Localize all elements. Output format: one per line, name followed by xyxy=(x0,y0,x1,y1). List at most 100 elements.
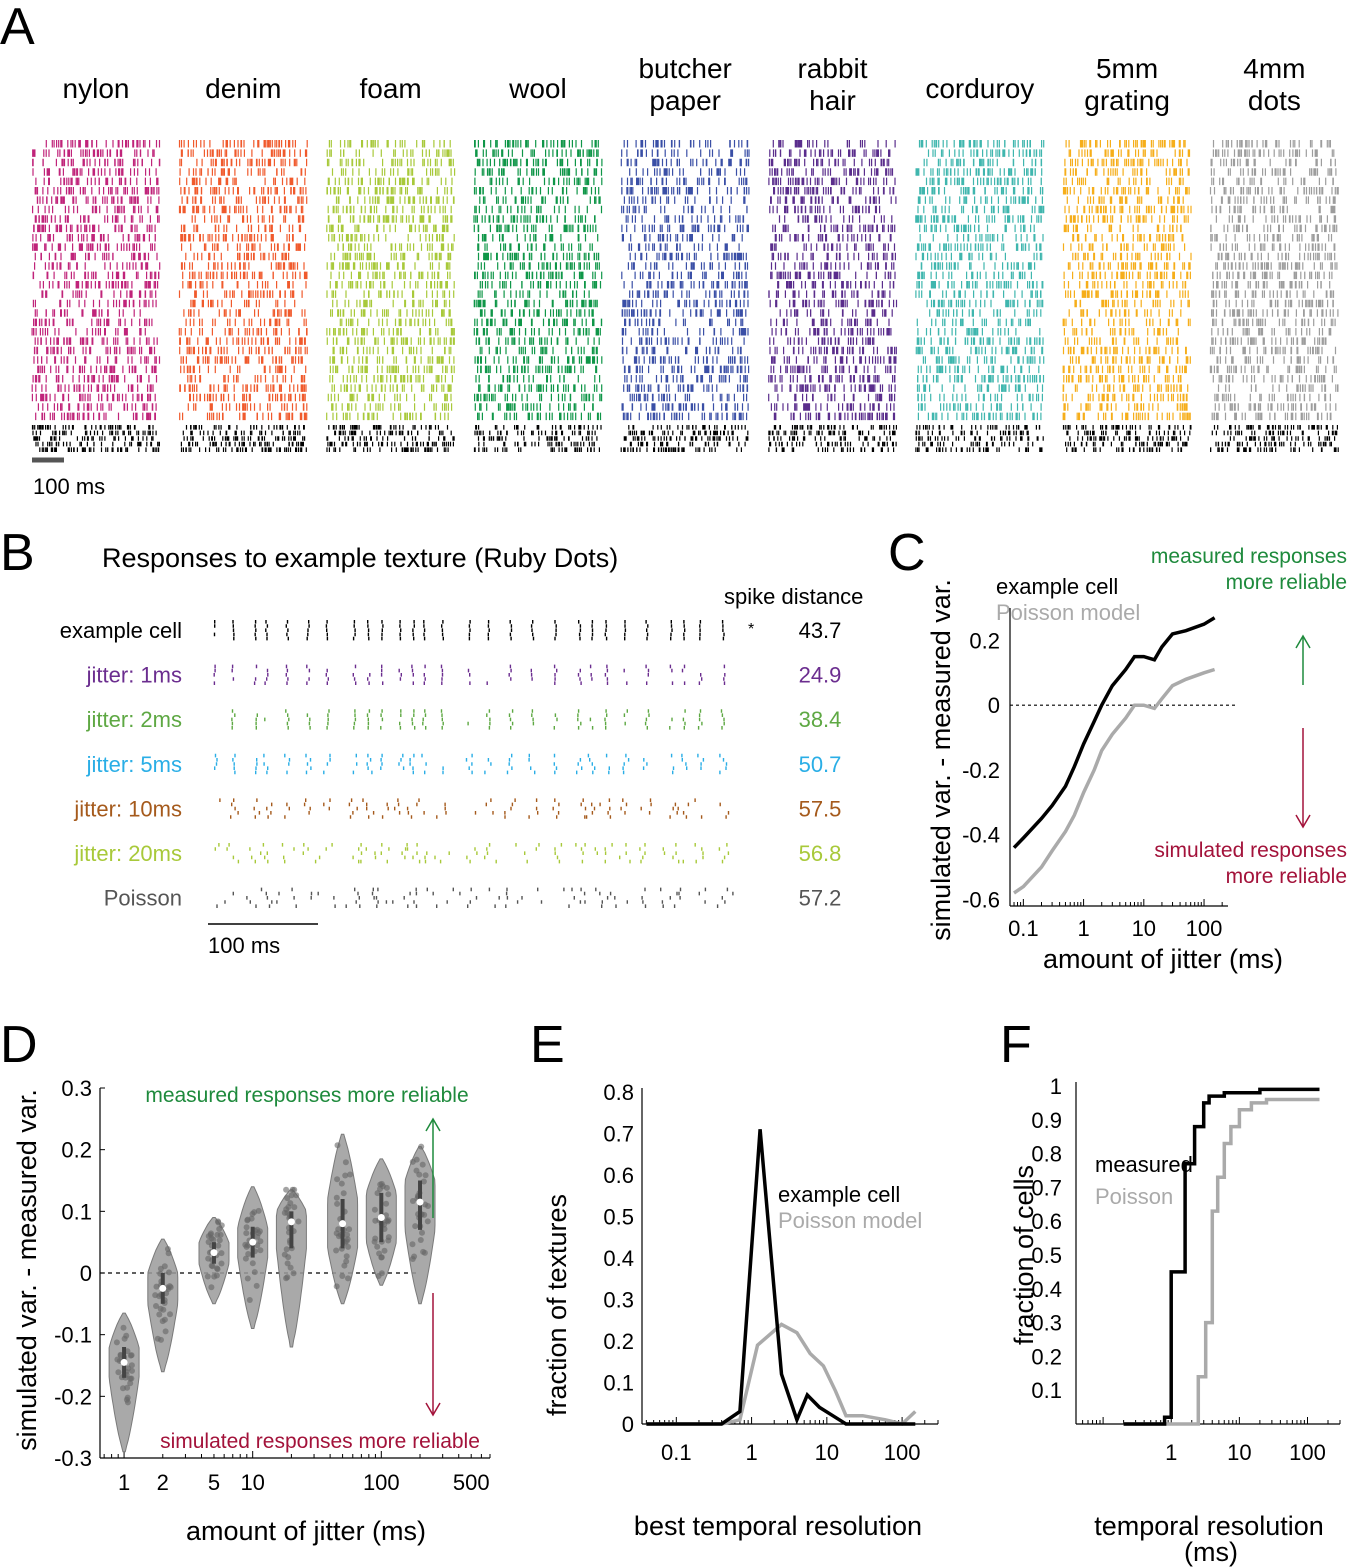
d-violin-median xyxy=(249,1238,257,1246)
measured-spikes xyxy=(768,425,897,452)
d-violin-point xyxy=(343,1253,350,1260)
panel-letter-f: F xyxy=(1000,1016,1032,1074)
jitter-row-spikes xyxy=(231,709,725,730)
panel-a-scale-bar-label: 100 ms xyxy=(33,474,105,499)
d-violin-point xyxy=(287,1200,294,1207)
c-x-tick-label: 1 xyxy=(1077,916,1089,941)
d-violin-point xyxy=(333,1194,340,1201)
d-violin-point xyxy=(378,1180,385,1187)
d-violin-point xyxy=(160,1306,167,1313)
texture-label: rabbit xyxy=(797,53,867,84)
d-violin-median xyxy=(120,1358,128,1366)
spike-distance-value: 24.9 xyxy=(799,663,842,688)
c-y-tick-label: -0.6 xyxy=(962,888,1000,913)
d-violin xyxy=(147,1238,179,1373)
d-violin-point xyxy=(121,1335,128,1342)
d-violin-point xyxy=(333,1247,340,1254)
d-violin-point xyxy=(413,1167,420,1174)
d-violin-point xyxy=(374,1243,381,1250)
texture-label: denim xyxy=(205,73,281,104)
d-violin-point xyxy=(128,1375,135,1382)
f-y-tick-label: 0.3 xyxy=(1031,1311,1062,1336)
d-violin-point xyxy=(255,1207,262,1214)
f-y-tick-label: 0.4 xyxy=(1031,1277,1062,1302)
d-violin-point xyxy=(334,1176,341,1183)
e-y-tick-label: 0.5 xyxy=(603,1205,634,1230)
d-violin-point xyxy=(216,1237,223,1244)
d-violin-point xyxy=(284,1195,291,1202)
panel-f-legend-measured: measured xyxy=(1095,1152,1193,1177)
panel-f-xlabel-line2: (ms) xyxy=(1184,1537,1238,1567)
f-y-tick-label: 0.5 xyxy=(1031,1243,1062,1268)
d-violin-point xyxy=(284,1260,291,1267)
panel-letter-e: E xyxy=(530,1016,565,1074)
d-violin-point xyxy=(244,1275,251,1282)
panel-d-plot: 1 2 5 10 100 500 0.3 0.2 0.1 0 -0.1 -0.2 -0.3 xyxy=(54,1076,491,1495)
d-violin-median xyxy=(159,1284,167,1292)
e-y-tick-label: 0 xyxy=(622,1412,634,1437)
panel-b-title: Responses to example texture (Ruby Dots) xyxy=(102,543,618,573)
texture-raster xyxy=(915,140,1045,452)
d-violin-point xyxy=(411,1253,418,1260)
texture-spikes xyxy=(1062,140,1192,421)
d-violin-point xyxy=(343,1238,350,1245)
e-y-tick-label: 0.3 xyxy=(603,1288,634,1313)
jitter-row-spikes xyxy=(216,887,734,908)
d-violin-median xyxy=(339,1220,347,1228)
d-violin-point xyxy=(158,1336,164,1343)
panel-d-down-arrowhead xyxy=(425,1402,441,1417)
texture-spikes xyxy=(768,140,898,421)
d-violin-point xyxy=(216,1226,223,1232)
texture-raster xyxy=(178,140,308,452)
d-violin-point xyxy=(159,1318,166,1325)
d-violin-point xyxy=(218,1250,225,1257)
spike-distance-value: 43.7 xyxy=(799,618,842,643)
d-violin-point xyxy=(419,1229,425,1236)
texture-label: 4mm xyxy=(1243,53,1305,84)
d-violin-point xyxy=(246,1297,253,1303)
panel-e-best-resolution: 0.1 1 10 100 0.8 0.7 0.6 0.5 0.4 0.3 0.2 0.1 0 best … xyxy=(542,1080,939,1541)
f-y-tick-label: 0.2 xyxy=(1031,1344,1062,1369)
d-y-tick-label: -0.3 xyxy=(54,1446,92,1471)
d-violin-point xyxy=(244,1217,251,1224)
d-violin-point xyxy=(342,1159,349,1166)
texture-label: wool xyxy=(508,73,567,104)
d-violin-point xyxy=(422,1201,429,1208)
d-violin-point xyxy=(409,1241,416,1248)
spike-distance-value: 57.2 xyxy=(799,886,842,911)
d-violin xyxy=(108,1312,140,1453)
d-violin-point xyxy=(124,1384,131,1391)
e-y-tick-label: 0.8 xyxy=(603,1080,634,1105)
d-x-tick-label: 10 xyxy=(240,1470,264,1495)
texture-spikes xyxy=(473,140,603,421)
texture-raster xyxy=(768,140,898,452)
d-violin-point xyxy=(291,1204,298,1211)
d-violin-point xyxy=(419,1161,426,1168)
d-violin-point xyxy=(340,1190,347,1197)
texture-spikes xyxy=(31,140,161,421)
spike-distance-value: 50.7 xyxy=(799,752,842,777)
texture-raster xyxy=(31,140,161,452)
c-series-line xyxy=(1013,667,1216,895)
d-violin-median xyxy=(416,1198,424,1206)
d-violin-point xyxy=(290,1270,297,1277)
example-asterisk: * xyxy=(748,621,754,638)
spike-distance-value: 57.5 xyxy=(799,796,842,821)
texture-label: dots xyxy=(1248,85,1301,116)
texture-label: corduroy xyxy=(925,73,1034,104)
d-violin-point xyxy=(215,1218,221,1225)
d-violin-point xyxy=(378,1270,385,1277)
d-violin-point xyxy=(215,1242,222,1249)
measured-spikes xyxy=(326,425,455,452)
d-violin-point xyxy=(243,1230,250,1237)
panel-c-up-note-2: more reliable xyxy=(1226,571,1347,594)
d-violin-point xyxy=(205,1255,212,1262)
d-violin-point xyxy=(208,1230,214,1237)
d-violin-point xyxy=(249,1260,256,1267)
d-violin-point xyxy=(371,1238,378,1245)
d-x-tick-label: 5 xyxy=(208,1470,220,1495)
d-violin-point xyxy=(166,1283,173,1290)
d-violin-point xyxy=(211,1273,218,1280)
jitter-row-label: jitter: 1ms xyxy=(86,663,182,688)
